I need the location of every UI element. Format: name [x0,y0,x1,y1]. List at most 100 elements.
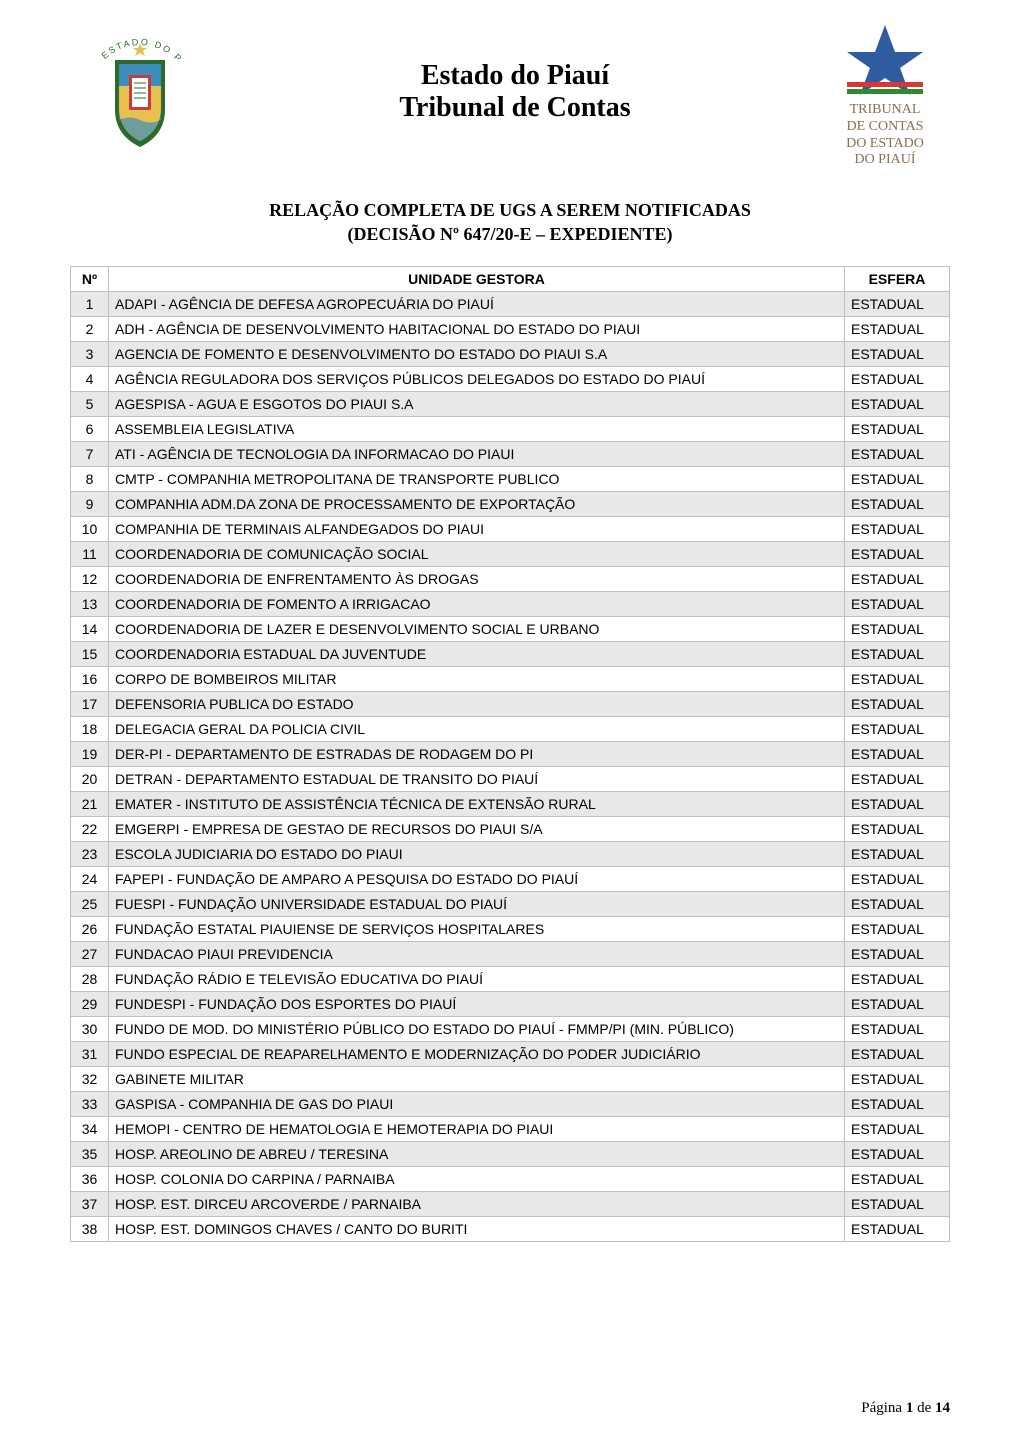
table-body: 1ADAPI - AGÊNCIA DE DEFESA AGROPECUÁRIA … [71,291,950,1241]
cell-esfera: ESTADUAL [845,341,950,366]
tribunal-logo: TRIBUNAL DE CONTAS DO ESTADO DO PIAUÍ [820,20,950,169]
cell-unidade: HOSP. EST. DIRCEU ARCOVERDE / PARNAIBA [109,1191,845,1216]
cell-esfera: ESTADUAL [845,1016,950,1041]
cell-numero: 3 [71,341,109,366]
cell-numero: 34 [71,1116,109,1141]
cell-unidade: ESCOLA JUDICIARIA DO ESTADO DO PIAUI [109,841,845,866]
cell-numero: 37 [71,1191,109,1216]
cell-numero: 4 [71,366,109,391]
table-row: 36HOSP. COLONIA DO CARPINA / PARNAIBAEST… [71,1166,950,1191]
table-header-row: Nº UNIDADE GESTORA ESFERA [71,266,950,291]
cell-numero: 31 [71,1041,109,1066]
table-row: 20DETRAN - DEPARTAMENTO ESTADUAL DE TRAN… [71,766,950,791]
cell-numero: 10 [71,516,109,541]
table-row: 34HEMOPI - CENTRO DE HEMATOLOGIA E HEMOT… [71,1116,950,1141]
cell-unidade: FUNDESPI - FUNDAÇÃO DOS ESPORTES DO PIAU… [109,991,845,1016]
cell-esfera: ESTADUAL [845,491,950,516]
cell-numero: 1 [71,291,109,316]
cell-unidade: ADH - AGÊNCIA DE DESENVOLVIMENTO HABITAC… [109,316,845,341]
cell-unidade: EMGERPI - EMPRESA DE GESTAO DE RECURSOS … [109,816,845,841]
page-footer: Página 1 de 14 [861,1400,950,1417]
table-row: 8CMTP - COMPANHIA METROPOLITANA DE TRANS… [71,466,950,491]
cell-numero: 20 [71,766,109,791]
cell-esfera: ESTADUAL [845,1141,950,1166]
table-row: 11COORDENADORIA DE COMUNICAÇÃO SOCIALEST… [71,541,950,566]
cell-unidade: EMATER - INSTITUTO DE ASSISTÊNCIA TÉCNIC… [109,791,845,816]
state-seal-logo: ESTADO DO PIAUÍ [70,20,210,160]
arc-text: ESTADO DO PIAUÍ [85,25,185,65]
cell-numero: 28 [71,966,109,991]
cell-esfera: ESTADUAL [845,316,950,341]
cell-unidade: DELEGACIA GERAL DA POLICIA CIVIL [109,716,845,741]
table-row: 6ASSEMBLEIA LEGISLATIVAESTADUAL [71,416,950,441]
subtitle-line-2: (DECISÃO Nº 647/20-E – EXPEDIENTE) [70,223,950,246]
cell-unidade: AGESPISA - AGUA E ESGOTOS DO PIAUI S.A [109,391,845,416]
cell-esfera: ESTADUAL [845,991,950,1016]
cell-numero: 9 [71,491,109,516]
cell-numero: 21 [71,791,109,816]
cell-esfera: ESTADUAL [845,816,950,841]
title-block: Estado do Piauí Tribunal de Contas [210,20,820,124]
table-row: 37HOSP. EST. DIRCEU ARCOVERDE / PARNAIBA… [71,1191,950,1216]
table-row: 2ADH - AGÊNCIA DE DESENVOLVIMENTO HABITA… [71,316,950,341]
cell-unidade: GASPISA - COMPANHIA DE GAS DO PIAUI [109,1091,845,1116]
cell-unidade: HOSP. AREOLINO DE ABREU / TERESINA [109,1141,845,1166]
cell-numero: 27 [71,941,109,966]
cell-numero: 16 [71,666,109,691]
cell-esfera: ESTADUAL [845,891,950,916]
cell-numero: 22 [71,816,109,841]
cell-unidade: AGENCIA DE FOMENTO E DESENVOLVIMENTO DO … [109,341,845,366]
cell-numero: 13 [71,591,109,616]
cell-unidade: HOSP. EST. DOMINGOS CHAVES / CANTO DO BU… [109,1216,845,1241]
cell-unidade: ATI - AGÊNCIA DE TECNOLOGIA DA INFORMACA… [109,441,845,466]
cell-numero: 17 [71,691,109,716]
cell-numero: 36 [71,1166,109,1191]
col-header-unidade: UNIDADE GESTORA [109,266,845,291]
cell-numero: 26 [71,916,109,941]
table-row: 29FUNDESPI - FUNDAÇÃO DOS ESPORTES DO PI… [71,991,950,1016]
cell-numero: 6 [71,416,109,441]
table-row: 17DEFENSORIA PUBLICA DO ESTADOESTADUAL [71,691,950,716]
cell-esfera: ESTADUAL [845,1091,950,1116]
table-row: 14COORDENADORIA DE LAZER E DESENVOLVIMEN… [71,616,950,641]
table-row: 23ESCOLA JUDICIARIA DO ESTADO DO PIAUIES… [71,841,950,866]
cell-esfera: ESTADUAL [845,616,950,641]
cell-esfera: ESTADUAL [845,841,950,866]
cell-numero: 18 [71,716,109,741]
cell-esfera: ESTADUAL [845,1041,950,1066]
cell-unidade: FUESPI - FUNDAÇÃO UNIVERSIDADE ESTADUAL … [109,891,845,916]
cell-unidade: ADAPI - AGÊNCIA DE DEFESA AGROPECUÁRIA D… [109,291,845,316]
cell-esfera: ESTADUAL [845,366,950,391]
col-header-esfera: ESFERA [845,266,950,291]
tribunal-text: TRIBUNAL DE CONTAS DO ESTADO DO PIAUÍ [846,102,924,169]
footer-middle: de [913,1400,935,1416]
cell-esfera: ESTADUAL [845,916,950,941]
table-row: 26FUNDAÇÃO ESTATAL PIAUIENSE DE SERVIÇOS… [71,916,950,941]
cell-esfera: ESTADUAL [845,641,950,666]
cell-unidade: FUNDACAO PIAUI PREVIDENCIA [109,941,845,966]
cell-numero: 24 [71,866,109,891]
tribunal-text-line-2: DE CONTAS [846,119,924,136]
cell-numero: 15 [71,641,109,666]
tribunal-text-line-3: DO ESTADO [846,136,924,153]
table-row: 16CORPO DE BOMBEIROS MILITARESTADUAL [71,666,950,691]
cell-esfera: ESTADUAL [845,966,950,991]
table-row: 24FAPEPI - FUNDAÇÃO DE AMPARO A PESQUISA… [71,866,950,891]
cell-numero: 25 [71,891,109,916]
cell-numero: 30 [71,1016,109,1041]
cell-unidade: COMPANHIA DE TERMINAIS ALFANDEGADOS DO P… [109,516,845,541]
cell-esfera: ESTADUAL [845,941,950,966]
table-row: 30FUNDO DE MOD. DO MINISTÉRIO PÚBLICO DO… [71,1016,950,1041]
cell-numero: 23 [71,841,109,866]
table-row: 22EMGERPI - EMPRESA DE GESTAO DE RECURSO… [71,816,950,841]
cell-esfera: ESTADUAL [845,1116,950,1141]
cell-numero: 29 [71,991,109,1016]
cell-numero: 38 [71,1216,109,1241]
subtitle-block: RELAÇÃO COMPLETA DE UGS A SEREM NOTIFICA… [70,199,950,246]
table-row: 31FUNDO ESPECIAL DE REAPARELHAMENTO E MO… [71,1041,950,1066]
table-row: 5AGESPISA - AGUA E ESGOTOS DO PIAUI S.AE… [71,391,950,416]
cell-unidade: COMPANHIA ADM.DA ZONA DE PROCESSAMENTO D… [109,491,845,516]
table-row: 25FUESPI - FUNDAÇÃO UNIVERSIDADE ESTADUA… [71,891,950,916]
cell-numero: 7 [71,441,109,466]
cell-esfera: ESTADUAL [845,416,950,441]
